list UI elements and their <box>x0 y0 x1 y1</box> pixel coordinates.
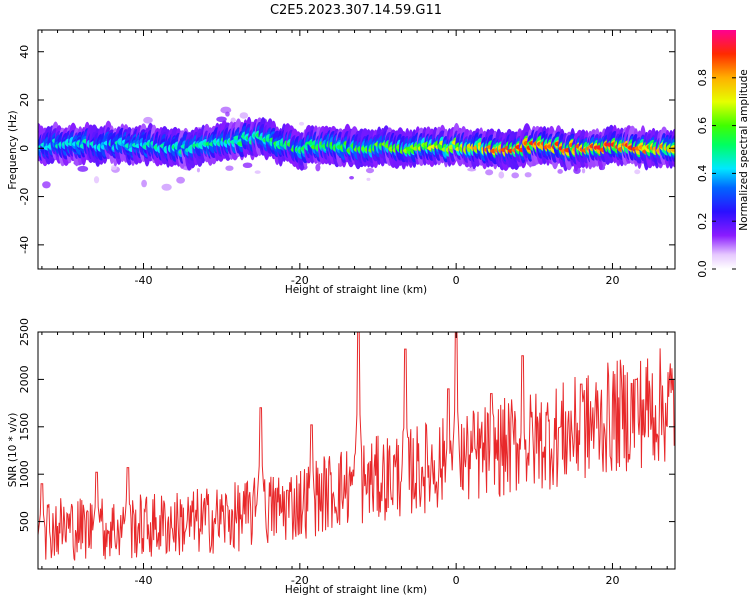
snr-x-axis-label: Height of straight line (km) <box>285 584 427 596</box>
snr-y-tick-label: 2000 <box>18 365 31 393</box>
spectrogram-x-tick-label: 20 <box>605 274 619 287</box>
heatmap-cell <box>242 162 253 168</box>
spectrogram-y-ticks: 40 20 0 -20 -40 <box>18 45 675 254</box>
heatmap-cell <box>254 170 261 174</box>
snr-y-axis-label: SNR (10 * v/v) <box>7 413 19 488</box>
spectrogram-y-tick-label: -20 <box>18 188 31 206</box>
heatmap-cell <box>365 167 375 174</box>
spectrogram-heatmap <box>38 106 675 191</box>
heatmap-cell <box>349 175 354 180</box>
heatmap-cell <box>196 167 200 173</box>
heatmap-cell <box>511 172 520 179</box>
heatmap-cell <box>161 183 172 191</box>
spectrogram-x-tick-label: -20 <box>291 274 309 287</box>
colorbar-tick-label: 0.0 <box>696 260 709 278</box>
snr-x-tick-label: -40 <box>135 574 153 587</box>
snr-y-tick-label: 500 <box>18 511 31 532</box>
spectrogram-x-tick-label: -40 <box>135 274 153 287</box>
heatmap-cell <box>225 165 234 171</box>
colorbar-ticks: 0.0 0.2 0.4 0.6 0.8 <box>696 69 736 278</box>
spectrogram-y-tick-label: 0 <box>18 145 31 152</box>
colorbar-tick-label: 0.6 <box>696 117 709 135</box>
colorbar-tick-label: 0.4 <box>696 165 709 183</box>
snr-y-tick-label: 1500 <box>18 413 31 441</box>
heatmap-cell <box>315 163 321 172</box>
figure-title: C2E5.2023.307.14.59.G11 <box>270 3 442 18</box>
heatmap-cell <box>141 179 147 188</box>
heatmap-cell <box>77 165 89 172</box>
snr-y-tick-label: 2500 <box>18 318 31 346</box>
spectrogram-x-ticks: -40 -20 0 20 <box>41 30 668 287</box>
snr-x-tick-label: 0 <box>453 574 460 587</box>
snr-y-ticks: 2500 2000 1500 1000 500 <box>18 318 675 532</box>
spectrogram-y-axis-label: Frequency (Hz) <box>7 110 19 189</box>
heatmap-cell <box>634 169 641 175</box>
heatmap-cell <box>299 121 305 126</box>
spectrogram-y-tick-label: 40 <box>18 45 31 59</box>
spectrogram-frame <box>37 29 676 270</box>
colorbar: 0.0 0.2 0.4 0.6 0.8 Normalized spectral ampl… <box>696 30 750 278</box>
snr-panel: -40 -20 0 20 2500 2000 1500 1000 500 Height of … <box>7 318 676 596</box>
heatmap-cell <box>557 168 563 174</box>
heatmap-cell <box>485 169 494 176</box>
snr-frame <box>37 331 676 570</box>
spectrogram-panel: -40 -20 0 20 40 20 0 -20 -40 Height of straight… <box>7 29 676 296</box>
heatmap-cell <box>225 111 230 117</box>
colorbar-gradient <box>712 30 736 269</box>
snr-series-line <box>38 332 675 561</box>
snr-plot-area <box>38 332 675 569</box>
snr-x-tick-label: -20 <box>291 574 309 587</box>
heatmap-cell <box>524 172 532 178</box>
heatmap-cell <box>366 177 371 181</box>
heatmap-cell <box>176 176 185 184</box>
spectrogram-y-tick-label: 20 <box>18 93 31 107</box>
colorbar-label: Normalized spectral amplitude <box>738 69 750 230</box>
snr-y-tick-label: 1000 <box>18 460 31 488</box>
heatmap-cell <box>498 171 505 179</box>
colorbar-tick-label: 0.8 <box>696 69 709 87</box>
spectrogram-x-tick-label: 0 <box>453 274 460 287</box>
heatmap-cell <box>93 176 100 184</box>
heatmap-cell <box>143 116 153 124</box>
spectrogram-y-tick-label: -40 <box>18 236 31 254</box>
heatmap-cell <box>581 168 586 174</box>
snr-x-ticks: -40 -20 0 20 <box>41 332 668 587</box>
snr-x-tick-label: 20 <box>605 574 619 587</box>
colorbar-tick-label: 0.2 <box>696 212 709 230</box>
spectrogram-x-axis-label: Height of straight line (km) <box>285 284 427 296</box>
heatmap-cell <box>42 181 51 189</box>
heatmap-cell <box>239 112 249 119</box>
